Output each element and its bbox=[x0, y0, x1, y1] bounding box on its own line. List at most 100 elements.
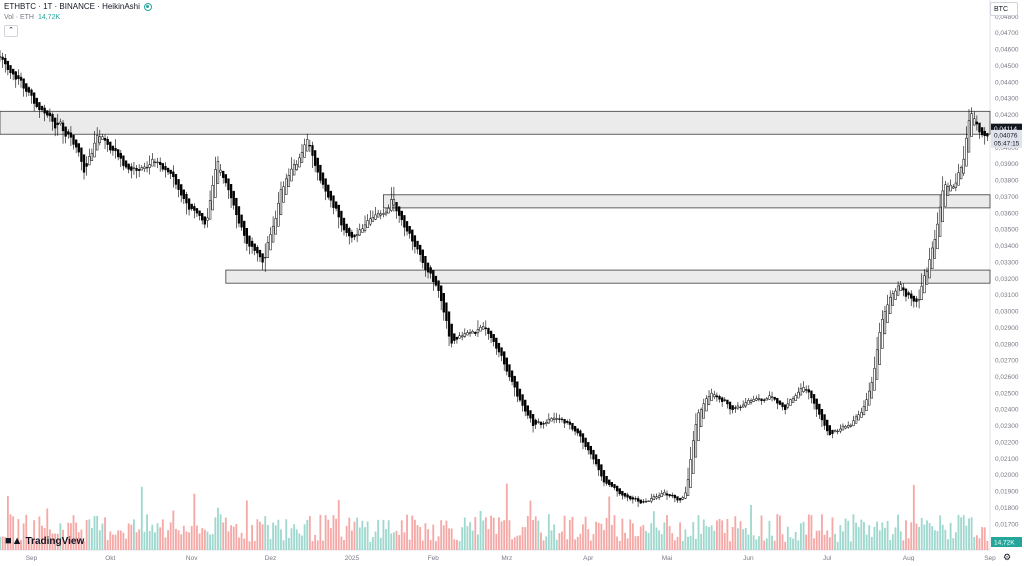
candle-body bbox=[636, 498, 640, 502]
y-tick-label: 0,03100 bbox=[995, 292, 1019, 299]
volume-bar bbox=[253, 540, 256, 550]
volume-bar bbox=[553, 524, 556, 550]
candle-body bbox=[468, 332, 472, 335]
candle-body bbox=[334, 201, 338, 209]
candle-body bbox=[831, 429, 834, 434]
candle-body bbox=[702, 403, 705, 419]
candle-body bbox=[135, 167, 138, 171]
candle-body bbox=[802, 387, 805, 392]
candle-body bbox=[747, 400, 750, 405]
market-status-icon bbox=[143, 2, 152, 11]
y-tick-label: 0,03500 bbox=[995, 227, 1019, 234]
candle-body bbox=[602, 470, 606, 483]
candle-body bbox=[363, 224, 367, 231]
volume-bar bbox=[899, 531, 902, 550]
candle-body bbox=[752, 399, 755, 402]
volume-bar bbox=[616, 536, 619, 550]
volume-bar bbox=[847, 520, 850, 550]
candle-body bbox=[489, 330, 493, 338]
candle-body bbox=[749, 400, 753, 403]
volume-bar bbox=[203, 529, 206, 550]
volume-bar bbox=[154, 532, 156, 550]
volume-bar bbox=[93, 515, 96, 550]
volume-bar bbox=[779, 515, 781, 550]
volume-bar bbox=[243, 538, 246, 550]
volume-bar bbox=[568, 520, 571, 550]
volume-badge bbox=[991, 537, 1022, 547]
volume-bar bbox=[537, 520, 540, 550]
volume-bar bbox=[353, 521, 356, 550]
candle-body bbox=[19, 76, 23, 81]
volume-bar bbox=[844, 518, 847, 550]
candle-body bbox=[762, 399, 766, 401]
volume-bar bbox=[432, 524, 435, 550]
candle-body bbox=[928, 259, 931, 279]
candle-body bbox=[692, 440, 695, 474]
volume-bar bbox=[926, 520, 928, 550]
volume-bar bbox=[978, 538, 981, 550]
volume-bar bbox=[673, 540, 676, 550]
volume-bar bbox=[905, 520, 907, 550]
symbol-info[interactable]: ETHBTC · 1T · BINANCE · HeikinAshi bbox=[4, 2, 140, 11]
candle-body bbox=[187, 198, 191, 210]
volume-bar bbox=[293, 524, 296, 550]
candle-body bbox=[634, 498, 637, 500]
volume-bar bbox=[574, 539, 577, 550]
candle-body bbox=[621, 490, 624, 496]
volume-bar bbox=[655, 527, 658, 550]
candle-body bbox=[542, 423, 545, 425]
candle-body bbox=[4, 58, 7, 65]
candle-body bbox=[208, 200, 212, 220]
volume-bar bbox=[298, 533, 301, 550]
candle-body bbox=[277, 203, 280, 227]
volume-bar bbox=[723, 532, 726, 550]
tradingview-logo[interactable]: ■▲ TradingView bbox=[5, 535, 84, 547]
settings-icon[interactable]: ⚙ bbox=[1003, 552, 1012, 562]
candle-body bbox=[791, 398, 795, 403]
candle-body bbox=[461, 335, 464, 338]
candle-body bbox=[657, 495, 661, 498]
volume-bar bbox=[584, 516, 587, 550]
volume-badge-label: 14,72K bbox=[994, 540, 1015, 547]
candle-body bbox=[67, 131, 70, 135]
candle-body bbox=[148, 164, 151, 168]
candle-body bbox=[190, 203, 193, 209]
volume-bar bbox=[828, 537, 831, 550]
candle-body bbox=[103, 137, 107, 141]
candle-body bbox=[723, 399, 726, 401]
volume-bar bbox=[792, 538, 794, 550]
volume-bar bbox=[676, 536, 679, 550]
y-tick-label: 0,01700 bbox=[995, 521, 1019, 528]
candle-body bbox=[805, 389, 808, 391]
candle-body bbox=[784, 404, 787, 410]
volume-bar bbox=[821, 514, 823, 550]
volume-legend[interactable]: Vol · ETH 14,72K bbox=[4, 14, 60, 21]
volume-bar bbox=[106, 540, 109, 550]
volume-bar bbox=[589, 540, 592, 550]
candle-body bbox=[839, 428, 842, 432]
candle-body bbox=[833, 430, 837, 433]
volume-bar bbox=[450, 528, 453, 550]
x-tick-label: 2025 bbox=[345, 555, 360, 561]
volume-bar bbox=[214, 517, 217, 550]
volume-bar bbox=[721, 520, 724, 550]
candle-body bbox=[61, 122, 65, 132]
currency-button[interactable]: BTC bbox=[990, 2, 1018, 16]
candle-body bbox=[757, 397, 761, 400]
volume-bar bbox=[933, 530, 936, 550]
candle-body bbox=[881, 318, 884, 349]
crosshair-price-badge bbox=[991, 123, 1022, 134]
volume-bar bbox=[306, 519, 309, 550]
candle-body bbox=[970, 113, 973, 137]
candle-body bbox=[169, 169, 172, 174]
y-tick-label: 0,03700 bbox=[995, 194, 1019, 201]
volume-bar bbox=[650, 523, 653, 550]
collapse-legend-button[interactable]: ⌃ bbox=[4, 25, 18, 37]
volume-bar bbox=[910, 522, 913, 550]
candle-body bbox=[531, 414, 535, 426]
candle-body bbox=[736, 405, 740, 409]
chart-legend[interactable]: ETHBTC · 1T · BINANCE · HeikinAshi bbox=[4, 2, 152, 11]
volume-bar bbox=[842, 531, 844, 550]
